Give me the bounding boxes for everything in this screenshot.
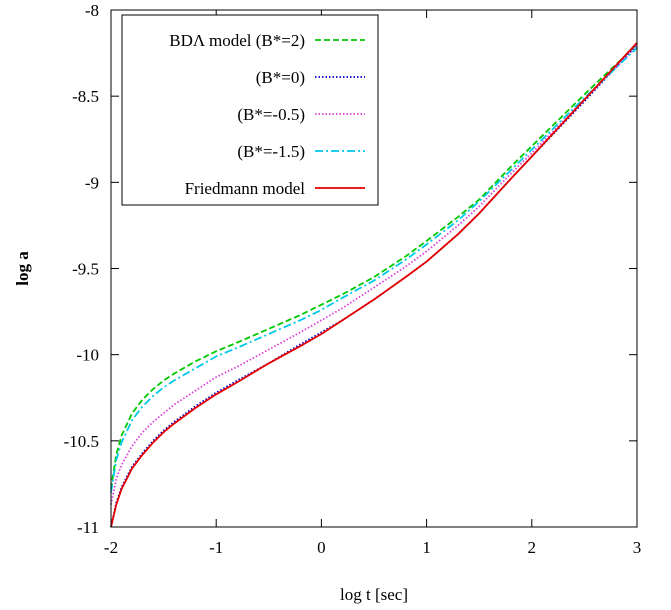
y-tick-label: -10 bbox=[76, 346, 99, 365]
y-tick-label: -9 bbox=[85, 173, 99, 192]
x-tick-label: 2 bbox=[528, 538, 537, 557]
legend-label: Friedmann model bbox=[185, 179, 306, 198]
y-axis: -11 -10.5 -10 -9.5 -9 -8.5 -8 bbox=[64, 1, 637, 537]
series-line-2 bbox=[110, 45, 638, 505]
x-tick-label: 3 bbox=[633, 538, 642, 557]
series-line-4 bbox=[110, 42, 638, 528]
x-tick-label: 0 bbox=[317, 538, 326, 557]
legend-box bbox=[121, 14, 379, 206]
y-tick-label: -10.5 bbox=[64, 432, 99, 451]
x-tick-label: 1 bbox=[422, 538, 431, 557]
legend-label: BDΛ model (B*=2) bbox=[169, 31, 305, 50]
series-line-3 bbox=[110, 47, 638, 493]
y-tick-label: -8 bbox=[85, 1, 99, 20]
legend-label: (B*=-0.5) bbox=[237, 105, 305, 124]
x-axis: -2 -1 0 1 2 3 bbox=[104, 10, 641, 557]
legend-label: (B*=-1.5) bbox=[237, 142, 305, 161]
x-tick-label: -1 bbox=[209, 538, 223, 557]
y-axis-title: log a bbox=[13, 251, 32, 286]
y-tick-label: -11 bbox=[77, 518, 99, 537]
y-tick-label: -9.5 bbox=[72, 260, 99, 279]
x-tick-label: -2 bbox=[104, 538, 118, 557]
legend-label: (B*=0) bbox=[256, 68, 305, 87]
series-line-0 bbox=[110, 43, 638, 490]
legend: BDΛ model (B*=2) (B*=0) (B*=-0.5) (B*=-1.5)… bbox=[121, 14, 379, 206]
plot-area bbox=[110, 42, 638, 528]
y-tick-label: -8.5 bbox=[72, 87, 99, 106]
x-axis-title: log t [sec] bbox=[340, 585, 408, 604]
